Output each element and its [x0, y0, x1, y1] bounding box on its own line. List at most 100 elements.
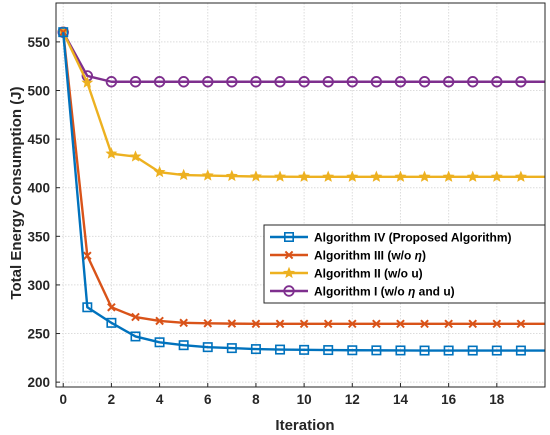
- series-1-point-7: [226, 343, 237, 354]
- axes: 0 2 4 6 8 10 12 14 16 18 200 250 300 350 400 450 500 550: [27, 2, 546, 407]
- legend-box: [263, 224, 546, 304]
- series-1-point-17: [467, 345, 478, 356]
- plot-frame: [55, 2, 546, 388]
- series-1-point-2: [106, 317, 117, 328]
- legend-entry-4: Algorithm I (w/o η and u): [270, 285, 455, 299]
- series-group: [57, 25, 545, 356]
- series-4-line: [62, 31, 545, 83]
- series-1-point-15: [419, 345, 430, 356]
- series-1-point-6: [202, 342, 213, 353]
- x-axis-title: Iteration: [275, 417, 334, 434]
- series-3-point-7: [225, 169, 238, 182]
- x-tick-label-7: 14: [393, 392, 409, 407]
- series-4-point-11: [322, 76, 334, 88]
- series-3-point-16: [442, 170, 455, 182]
- y-tick-label-7: 550: [27, 35, 50, 50]
- series-2-point-14: [396, 319, 405, 329]
- series-2-point-9: [275, 319, 285, 329]
- legend-swatch-marker-2: [284, 250, 294, 260]
- legend-label-1: Algorithm IV (Proposed Algorithm): [314, 231, 512, 245]
- series-4-point-19: [515, 76, 527, 88]
- series-2-point-6: [203, 319, 213, 328]
- series-1-point-9: [275, 344, 286, 355]
- series-2-point-5: [179, 318, 188, 328]
- series-1-point-10: [299, 344, 310, 355]
- series-1-point-11: [323, 345, 334, 356]
- series-2: [58, 27, 545, 329]
- x-tick-label-4: 8: [252, 392, 260, 407]
- series-4-point-5: [177, 76, 190, 88]
- y-tick-label-6: 500: [27, 83, 50, 98]
- series-1-point-0: [58, 27, 69, 38]
- series-3-point-1: [81, 76, 94, 88]
- legend-swatch-marker-1: [283, 232, 294, 243]
- series-3-point-3: [129, 150, 142, 162]
- legend-swatch-marker-3: [283, 266, 295, 279]
- x-tick-label-8: 16: [441, 392, 457, 407]
- series-3-point-8: [249, 170, 262, 182]
- series-1-point-18: [491, 345, 502, 356]
- series-1-point-5: [178, 340, 189, 351]
- legend-entry-2: Algorithm III (w/o η): [270, 249, 426, 263]
- series-2-point-1: [83, 251, 92, 261]
- series-4-point-16: [442, 76, 455, 88]
- series-3-point-14: [394, 170, 407, 182]
- legend-label-4: Algorithm I (w/o η and u): [314, 285, 455, 299]
- series-2-point-12: [347, 319, 357, 329]
- x-tick-label-0: 0: [59, 392, 67, 407]
- series-2-point-10: [299, 319, 309, 329]
- series-1-point-8: [250, 344, 261, 355]
- legend-swatch-marker-4: [283, 285, 295, 297]
- legend: Algorithm IV (Proposed Algorithm) Algorit…: [263, 224, 546, 304]
- x-tick-label-3: 6: [204, 392, 212, 407]
- series-3-point-17: [466, 170, 479, 182]
- series-4-point-17: [467, 76, 479, 88]
- legend-entry-3: Algorithm II (w/o u): [270, 267, 423, 281]
- y-tick-label-0: 200: [27, 375, 50, 390]
- x-tick-label-1: 2: [108, 392, 116, 407]
- x-tick-label-6: 12: [345, 392, 360, 407]
- series-1-point-12: [347, 345, 358, 356]
- series-3-point-4: [153, 165, 166, 178]
- legend-entry-1: Algorithm IV (Proposed Algorithm): [270, 231, 512, 245]
- series-1-point-13: [371, 345, 382, 356]
- series-1-point-4: [154, 337, 165, 348]
- series-2-point-7: [227, 319, 237, 328]
- series-3-point-13: [370, 170, 383, 182]
- series-4-point-10: [298, 76, 310, 88]
- y-axis-title: Total Energy Consumption (J): [8, 86, 25, 299]
- series-1-point-1: [82, 302, 93, 313]
- y-tick-label-1: 250: [27, 327, 50, 342]
- series-3-point-11: [322, 170, 335, 182]
- series-2-point-2: [107, 302, 116, 312]
- y-tick-label-2: 300: [27, 278, 50, 293]
- series-4-point-8: [250, 76, 262, 88]
- series-4-point-14: [394, 76, 407, 88]
- series-3-point-12: [346, 170, 359, 182]
- series-3-point-6: [201, 169, 214, 181]
- series-4-point-7: [226, 76, 238, 88]
- series-4-point-13: [370, 76, 383, 88]
- series-4-point-2: [105, 76, 118, 88]
- series-2-point-3: [131, 312, 140, 322]
- series-1-point-19: [515, 345, 526, 356]
- series-2-point-17: [468, 319, 478, 329]
- legend-label-2: Algorithm III (w/o η): [314, 249, 426, 263]
- series-1-point-14: [395, 345, 406, 356]
- x-tick-label-5: 10: [297, 392, 312, 407]
- y-tick-label-5: 450: [27, 132, 50, 147]
- x-tick-label-2: 4: [156, 392, 164, 407]
- series-1-point-3: [130, 331, 141, 342]
- series-3-point-10: [298, 170, 311, 182]
- series-1-line: [62, 32, 545, 352]
- series-4-point-6: [202, 76, 214, 88]
- series-4-point-9: [274, 76, 286, 88]
- series-4: [57, 26, 545, 88]
- series-4-point-12: [346, 76, 358, 88]
- series-2-point-8: [251, 319, 261, 329]
- series-4-point-15: [418, 76, 431, 88]
- series-2-point-13: [372, 319, 381, 329]
- series-3-point-19: [514, 170, 527, 182]
